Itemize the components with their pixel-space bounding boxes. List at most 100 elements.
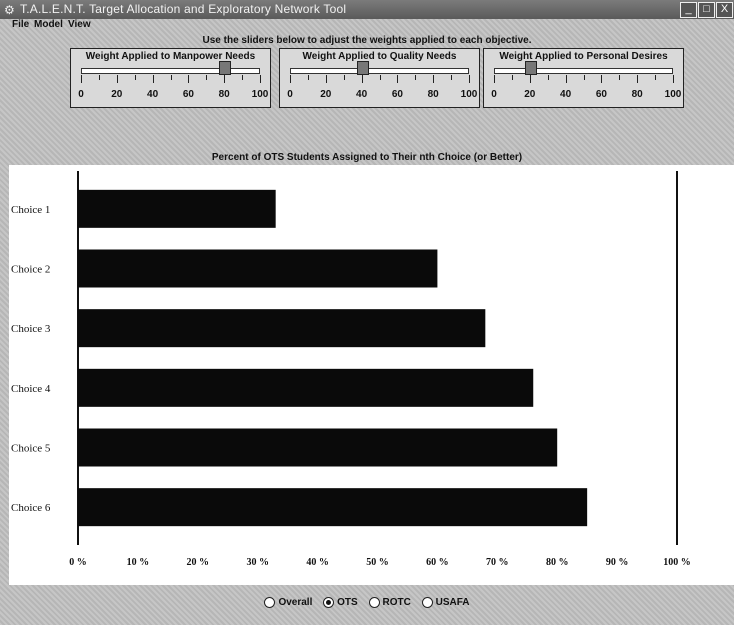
slider-tick-label: 0 xyxy=(78,89,84,100)
x-tick-label: 30 % xyxy=(246,557,269,568)
app-icon: ⚙ xyxy=(4,3,15,17)
bar-4 xyxy=(78,368,534,407)
slider-ticks xyxy=(81,75,261,85)
x-tick-label: 10 % xyxy=(127,557,150,568)
slider-thumb[interactable] xyxy=(524,61,537,75)
bar-chart: Choice 1 Choice 2 Choice 3 Choice 4 Choice 5… xyxy=(11,171,691,568)
radio-usafa[interactable]: USAFA xyxy=(421,597,470,608)
personal-desires-slider[interactable]: Weight Applied to Personal Desires 0 20 … xyxy=(483,48,684,108)
slider-tick-label: 0 xyxy=(287,89,293,100)
category-label: Choice 3 xyxy=(11,323,51,335)
slider-tick-mark xyxy=(361,75,363,83)
radio-label: ROTC xyxy=(382,597,411,608)
close-button[interactable]: X xyxy=(716,2,733,18)
slider-track[interactable] xyxy=(494,68,673,74)
slider-tick-mark xyxy=(224,75,226,83)
slider-tick-mark xyxy=(511,75,513,80)
slider-tick-label: 40 xyxy=(560,89,572,100)
slider-label: Weight Applied to Quality Needs xyxy=(302,51,457,62)
bar-6 xyxy=(78,488,588,527)
slider-tick-mark xyxy=(601,75,603,83)
category-label: Choice 2 xyxy=(11,264,50,276)
menu-model[interactable]: Model xyxy=(34,19,63,30)
slider-tick-mark xyxy=(81,75,82,83)
menu-bar: File Model View xyxy=(0,19,734,31)
slider-tick-label: 40 xyxy=(356,89,368,100)
radio-button[interactable] xyxy=(264,597,276,608)
slider-tick-mark xyxy=(260,75,261,83)
population-radio-group: Overall OTS ROTC USAFA xyxy=(0,597,734,611)
slider-tick-label: 100 xyxy=(664,89,682,100)
radio-button[interactable] xyxy=(323,597,335,608)
minimize-button[interactable]: _ xyxy=(680,2,697,18)
slider-tick-mark xyxy=(116,75,118,83)
slider-tick-mark xyxy=(469,75,470,83)
slider-tick-label: 100 xyxy=(460,89,478,100)
slider-tick-mark xyxy=(343,75,345,80)
slider-tick-mark xyxy=(397,75,399,83)
slider-tick-mark xyxy=(206,75,208,80)
bar-5 xyxy=(78,428,558,467)
bar-3 xyxy=(78,309,486,348)
slider-tick-label: 80 xyxy=(218,89,230,100)
slider-tick-label: 60 xyxy=(595,89,607,100)
slider-tick-label: 60 xyxy=(182,89,194,100)
title-bar[interactable]: ⚙ T.A.L.E.N.T. Target Allocation and Exp… xyxy=(0,0,734,19)
radio-ots[interactable]: OTS xyxy=(323,597,358,608)
slider-tick-label: 40 xyxy=(147,89,159,100)
bar-1 xyxy=(78,189,276,228)
radio-overall[interactable]: Overall xyxy=(264,597,312,608)
radio-button[interactable] xyxy=(421,597,433,608)
slider-tick-mark xyxy=(547,75,549,80)
x-tick-label: 90 % xyxy=(606,557,629,568)
slider-tick-mark xyxy=(637,75,639,83)
slider-tick-mark xyxy=(170,75,172,80)
slider-tick-mark xyxy=(98,75,100,80)
menu-view[interactable]: View xyxy=(68,19,91,30)
slider-tick-mark xyxy=(415,75,417,80)
slider-tick-mark xyxy=(451,75,453,80)
radio-rotc[interactable]: ROTC xyxy=(368,597,411,608)
maximize-button[interactable]: □ xyxy=(698,2,715,18)
slider-track[interactable] xyxy=(290,68,469,74)
slider-tick-label: 80 xyxy=(631,89,643,100)
slider-thumb[interactable] xyxy=(356,61,369,75)
slider-tick-mark xyxy=(325,75,327,83)
slider-tick-mark xyxy=(379,75,381,80)
slider-track[interactable] xyxy=(81,68,260,74)
slider-tick-mark xyxy=(494,75,495,83)
slider-tick-label: 20 xyxy=(320,89,332,100)
x-tick-label: 60 % xyxy=(426,557,449,568)
category-label: Choice 4 xyxy=(11,383,51,395)
slider-tick-mark xyxy=(583,75,585,80)
chart-title: Percent of OTS Students Assigned to Thei… xyxy=(211,152,523,163)
slider-tick-label: 60 xyxy=(391,89,403,100)
category-label: Choice 6 xyxy=(11,502,51,514)
slider-tick-mark xyxy=(307,75,309,80)
slider-label: Weight Applied to Personal Desires xyxy=(499,51,668,62)
slider-ticks xyxy=(290,75,470,85)
x-tick-label: 20 % xyxy=(187,557,210,568)
slider-tick-label: 0 xyxy=(491,89,497,100)
radio-button[interactable] xyxy=(368,597,380,608)
manpower-slider[interactable]: Weight Applied to Manpower Needs 0 20 40… xyxy=(70,48,271,108)
slider-tick-label: 100 xyxy=(251,89,269,100)
menu-file[interactable]: File xyxy=(12,19,30,30)
quality-slider[interactable]: Weight Applied to Quality Needs 0 20 40 … xyxy=(279,48,480,108)
slider-thumb[interactable] xyxy=(219,61,232,75)
radio-label: Overall xyxy=(278,597,313,608)
bar-2 xyxy=(78,249,438,288)
slider-tick-label: 20 xyxy=(111,89,123,100)
slider-tick-mark xyxy=(188,75,190,83)
slider-tick-mark xyxy=(433,75,435,83)
slider-tick-mark xyxy=(655,75,657,80)
slider-tick-mark xyxy=(242,75,244,80)
x-tick-label: 70 % xyxy=(486,557,509,568)
chart-panel: Choice 1 Choice 2 Choice 3 Choice 4 Choice 5… xyxy=(9,165,734,585)
slider-tick-mark xyxy=(529,75,531,83)
slider-tick-mark xyxy=(565,75,567,83)
x-tick-label: 0 % xyxy=(69,557,87,568)
slider-tick-label: 20 xyxy=(524,89,536,100)
instruction-text: Use the sliders below to adjust the weig… xyxy=(202,35,532,46)
